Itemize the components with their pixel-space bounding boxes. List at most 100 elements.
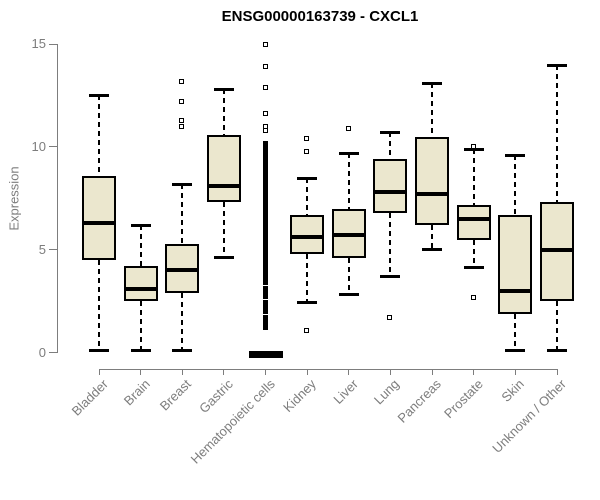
outlier-point [179,117,185,123]
lower-whisker-cap [213,256,234,260]
upper-whisker [98,95,100,176]
outlier-run-point [262,140,268,144]
lower-whisker [222,202,225,259]
box [456,204,491,240]
collapsed-box [248,350,283,358]
y-tick [49,249,57,251]
upper-whisker-cap [422,82,443,86]
upper-whisker [306,177,309,215]
box [82,175,116,261]
upper-whisker-cap [505,154,526,158]
upper-whisker-cap [172,182,193,186]
lower-whisker-cap [380,274,401,278]
lower-whisker-cap [338,293,359,297]
x-tick [348,368,350,375]
median-line [331,233,366,238]
lower-whisker-cap [463,266,484,270]
y-tick [49,146,57,148]
x-tick [431,368,433,375]
outlier-point [304,136,310,142]
upper-whisker-cap [297,176,318,180]
upper-whisker [181,183,184,244]
median-line [206,184,241,188]
upper-whisker-cap [380,131,401,135]
outlier-point [262,41,268,47]
upper-whisker [514,155,517,215]
outlier-run-point [262,315,268,319]
outlier-run-point [262,300,268,304]
outlier-run-point [262,286,268,290]
y-tick [49,43,57,45]
y-axis-line [57,44,58,353]
upper-whisker-cap [213,88,234,92]
upper-whisker [347,153,350,209]
box [498,214,533,314]
outlier-point [304,148,310,154]
outlier-point [470,294,476,300]
outlier-point [262,64,268,70]
outlier-point [470,144,476,150]
median-line [373,190,408,195]
lower-whisker [389,212,392,277]
box [123,266,158,302]
x-tick [389,368,391,375]
upper-whisker-cap [463,147,484,151]
median-line [290,235,325,240]
upper-whisker-cap [338,152,359,156]
lower-whisker [139,301,142,351]
box [165,243,200,294]
box [331,208,366,259]
median-line [456,216,491,221]
median-line [82,221,116,226]
outlier-point [387,315,393,321]
lower-whisker [98,260,100,351]
y-tick-label: 5 [38,241,46,257]
box [290,214,325,254]
lower-whisker-cap [89,348,109,352]
outlier-point [262,84,268,90]
x-tick [181,368,183,375]
lower-whisker-cap [505,348,526,352]
chart-title: ENSG00000163739 - CXCL1 [221,8,419,25]
x-tick [473,368,475,375]
median-line [165,268,200,273]
upper-whisker [389,132,392,160]
x-tick [306,368,308,375]
median-line [540,247,575,252]
box [415,136,450,226]
outlier-point [179,78,185,84]
lower-whisker-cap [297,301,318,305]
upper-whisker [472,148,475,205]
outlier-point [262,111,268,117]
median-line [123,286,158,291]
lower-whisker-cap [422,247,443,251]
upper-whisker [222,89,225,135]
y-tick-label: 0 [38,344,46,360]
lower-whisker [514,313,517,351]
x-tick [98,368,100,375]
outlier-point [304,327,310,333]
box [373,159,408,213]
outlier-point [179,99,185,105]
upper-whisker-cap [547,63,568,67]
lower-whisker [306,253,309,304]
lower-whisker [431,225,434,250]
upper-whisker [139,225,142,267]
lower-whisker [556,301,559,351]
lower-whisker-cap [172,348,193,352]
y-tick-label: 10 [31,138,46,154]
median-line [498,288,533,293]
outlier-point [262,127,268,133]
x-tick [140,368,142,375]
x-tick [556,368,558,375]
x-axis-line [99,368,558,370]
lower-whisker [347,258,350,296]
lower-whisker [181,293,184,351]
box [540,202,575,302]
y-tick-label: 15 [31,36,46,51]
upper-whisker-cap [130,224,151,228]
box [206,134,241,203]
upper-whisker [556,64,559,203]
x-tick [514,368,516,375]
y-axis-label: Expression [6,166,22,231]
